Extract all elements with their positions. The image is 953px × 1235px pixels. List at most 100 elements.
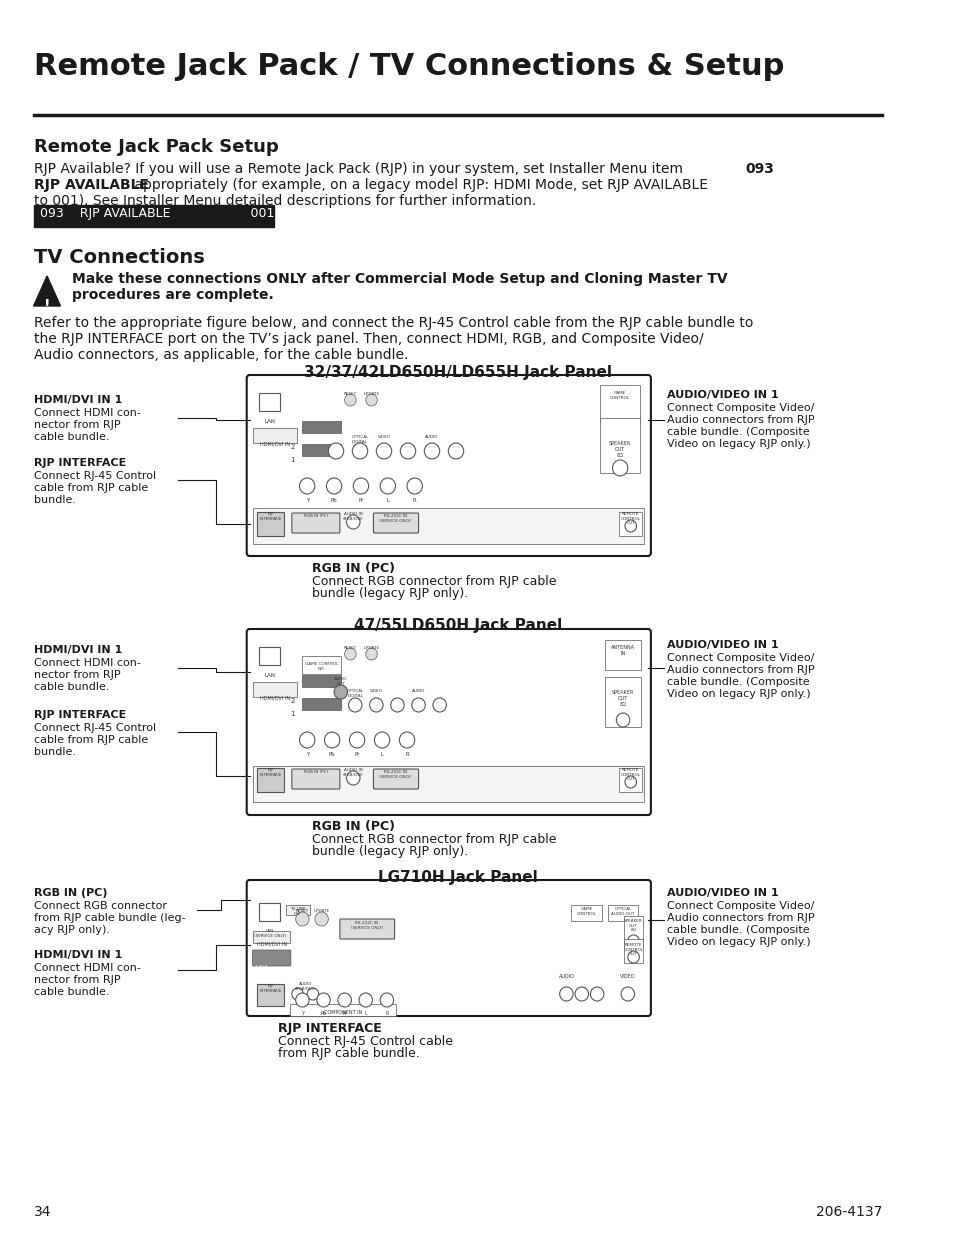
Text: AUDIO: AUDIO (425, 435, 438, 438)
Circle shape (379, 993, 394, 1007)
FancyBboxPatch shape (253, 950, 291, 966)
Text: GAME CONTROL
INP.: GAME CONTROL INP. (305, 662, 338, 671)
Text: to 001). See Installer Menu detailed descriptions for further information.: to 001). See Installer Menu detailed des… (33, 194, 536, 207)
Text: Make these connections ONLY after Commercial Mode Setup and Cloning Master TV: Make these connections ONLY after Commer… (71, 272, 727, 287)
Circle shape (358, 993, 372, 1007)
Circle shape (299, 732, 314, 748)
Text: SPEAKER
OUT
8Ω: SPEAKER OUT 8Ω (611, 690, 634, 706)
Text: GAME
CONTROL: GAME CONTROL (576, 906, 596, 915)
Circle shape (295, 911, 309, 926)
Text: HDMI/DVI IN: HDMI/DVI IN (259, 697, 290, 701)
Text: R: R (413, 498, 416, 503)
Text: REMOTE
CONTROL
OUT: REMOTE CONTROL OUT (623, 944, 643, 956)
FancyBboxPatch shape (247, 629, 650, 815)
Circle shape (624, 520, 636, 532)
Text: AUDIO: AUDIO (558, 974, 574, 979)
Text: nector from RJP: nector from RJP (33, 671, 120, 680)
Circle shape (407, 478, 422, 494)
Circle shape (352, 443, 367, 459)
FancyBboxPatch shape (247, 881, 650, 1016)
Circle shape (448, 443, 463, 459)
Text: Connect RJ-45 Control: Connect RJ-45 Control (33, 722, 155, 734)
Text: RGB IN (PC): RGB IN (PC) (312, 820, 395, 832)
Bar (257, 984, 284, 1007)
Circle shape (316, 993, 330, 1007)
Text: bundle (legacy RJP only).: bundle (legacy RJP only). (312, 587, 468, 600)
Circle shape (344, 394, 355, 406)
Bar (599, 417, 639, 473)
Text: RGB IN (PC): RGB IN (PC) (33, 888, 107, 898)
Text: AUDIO/VIDEO IN 1: AUDIO/VIDEO IN 1 (666, 640, 778, 650)
Text: LAN: LAN (264, 419, 275, 424)
Text: R: R (405, 752, 409, 757)
Text: Pr: Pr (342, 1011, 347, 1016)
Bar (618, 768, 641, 792)
Bar (286, 905, 310, 915)
Bar (302, 421, 340, 433)
Text: cable from RJP cable: cable from RJP cable (33, 483, 148, 493)
Circle shape (344, 648, 355, 659)
Text: REMOTE
CONTROL
OUT: REMOTE CONTROL OUT (620, 513, 640, 525)
Text: Y: Y (300, 1011, 304, 1016)
Text: Y: Y (305, 498, 309, 503)
Text: 47/55LD650H Jack Panel: 47/55LD650H Jack Panel (354, 618, 561, 634)
Circle shape (620, 987, 634, 1002)
Text: L: L (380, 752, 383, 757)
Circle shape (391, 698, 404, 713)
Circle shape (334, 685, 347, 699)
Circle shape (314, 911, 328, 926)
Bar (259, 903, 280, 921)
Text: RGB IN (PC): RGB IN (PC) (303, 514, 328, 517)
Text: L: L (386, 498, 389, 503)
Bar (623, 916, 642, 946)
Text: RJP
INTERFACE: RJP INTERFACE (259, 513, 282, 521)
Text: RJP
INTERFACE: RJP INTERFACE (259, 984, 282, 993)
Text: Audio connectors from RJP: Audio connectors from RJP (666, 415, 814, 425)
Circle shape (627, 951, 639, 963)
Bar (253, 429, 296, 443)
Text: cable bundle. (Composite: cable bundle. (Composite (666, 925, 809, 935)
Circle shape (365, 394, 376, 406)
Text: UPDATE: UPDATE (363, 646, 379, 650)
Text: AUDIO
(RGB/DVI): AUDIO (RGB/DVI) (294, 982, 315, 990)
Text: 34: 34 (33, 1205, 51, 1219)
Text: Connect RGB connector from RJP cable: Connect RGB connector from RJP cable (312, 832, 556, 846)
Text: procedures are complete.: procedures are complete. (71, 288, 274, 303)
Text: Video on legacy RJP only.): Video on legacy RJP only.) (666, 689, 810, 699)
Circle shape (412, 698, 425, 713)
Text: 1: 1 (291, 711, 294, 718)
Text: SPEAKER
OUT
8Ω: SPEAKER OUT 8Ω (608, 441, 631, 458)
Text: AUDIO IN
(RGB/DVI): AUDIO IN (RGB/DVI) (343, 768, 363, 777)
Text: Connect Composite Video/: Connect Composite Video/ (666, 653, 814, 663)
Text: HDMI/DVI IN: HDMI/DVI IN (259, 442, 290, 447)
Text: Video on legacy RJP only.): Video on legacy RJP only.) (666, 438, 810, 450)
Circle shape (627, 935, 639, 947)
Circle shape (375, 443, 392, 459)
Text: ANTENNA
IN: ANTENNA IN (610, 645, 635, 656)
Text: 32/37/42LD650H/LD655H Jack Panel: 32/37/42LD650H/LD655H Jack Panel (304, 366, 611, 380)
Text: RJP
INTERFACE: RJP INTERFACE (259, 768, 282, 777)
Circle shape (379, 478, 395, 494)
Text: 093: 093 (744, 162, 773, 177)
Text: Connect Composite Video/: Connect Composite Video/ (666, 902, 814, 911)
Circle shape (433, 698, 446, 713)
Bar (259, 393, 280, 411)
Text: VIDEO: VIDEO (370, 689, 382, 693)
Bar (618, 513, 641, 536)
Circle shape (399, 732, 415, 748)
Bar (302, 676, 340, 687)
Text: cable bundle.: cable bundle. (33, 432, 109, 442)
Text: Video on legacy RJP only.): Video on legacy RJP only.) (666, 937, 810, 947)
FancyBboxPatch shape (339, 919, 395, 939)
Polygon shape (33, 275, 60, 306)
Bar (253, 931, 290, 944)
Text: VIDEO: VIDEO (377, 435, 390, 438)
Text: AUDIO/VIDEO IN 1: AUDIO/VIDEO IN 1 (666, 390, 778, 400)
Text: Connect Composite Video/: Connect Composite Video/ (666, 403, 814, 412)
Text: RGB IN (PC): RGB IN (PC) (312, 562, 395, 576)
Circle shape (616, 713, 629, 727)
Text: Pb: Pb (320, 1011, 326, 1016)
Bar (253, 508, 643, 543)
Text: Connect HDMI con-: Connect HDMI con- (33, 963, 140, 973)
Text: Connect HDMI con-: Connect HDMI con- (33, 408, 140, 417)
